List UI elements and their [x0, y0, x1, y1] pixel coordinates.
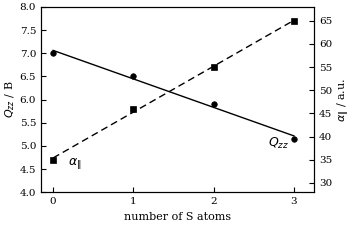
Text: $\alpha_{\|}$: $\alpha_{\|}$	[68, 156, 81, 171]
X-axis label: number of S atoms: number of S atoms	[124, 212, 231, 222]
Y-axis label: $\alpha_{\|}$ / a.u.: $\alpha_{\|}$ / a.u.	[335, 77, 351, 122]
Y-axis label: $Q_{zz}$ / B: $Q_{zz}$ / B	[3, 81, 17, 118]
Text: $Q_{zz}$: $Q_{zz}$	[268, 136, 290, 151]
